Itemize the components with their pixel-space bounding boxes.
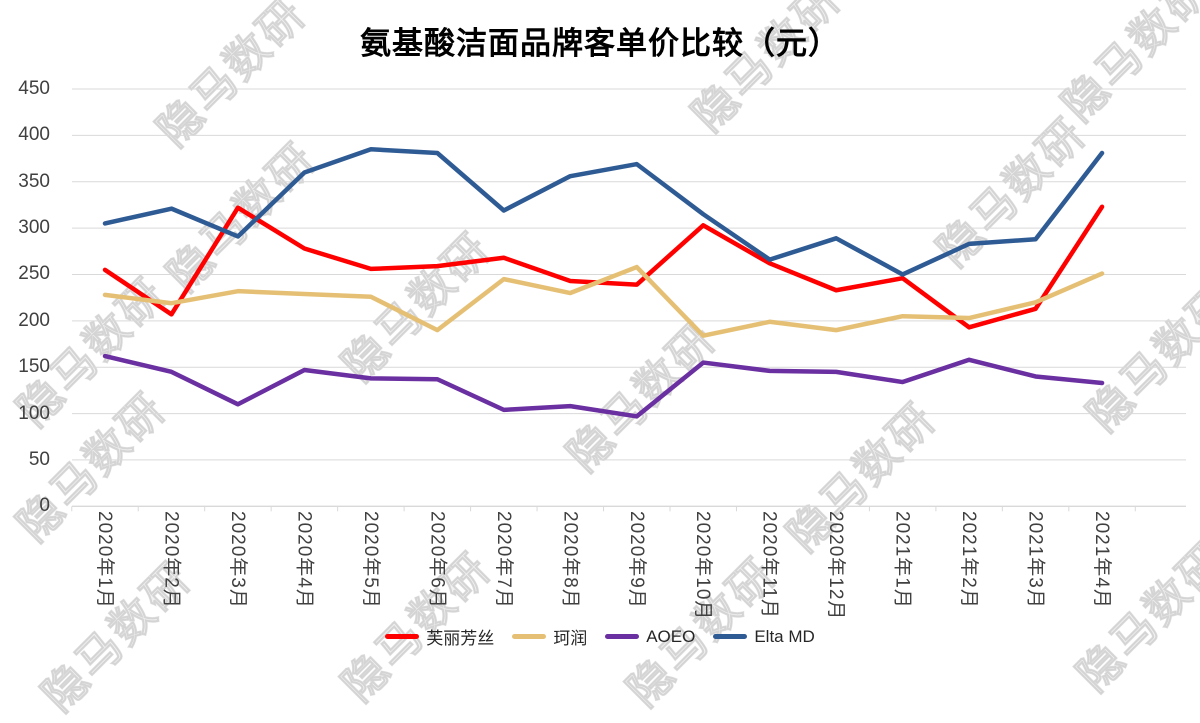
x-tick-label-5: 2020年6月	[426, 511, 448, 609]
y-tick-label-250: 250	[18, 263, 50, 285]
legend-label: Elta MD	[754, 626, 815, 646]
y-tick-label-200: 200	[18, 309, 50, 331]
y-tick-label-100: 100	[18, 402, 50, 424]
legend-swatch-icon	[605, 634, 640, 639]
y-tick-label-450: 450	[18, 78, 50, 99]
series-line-Elta MD	[102, 147, 1105, 277]
x-tick-label-0: 2020年1月	[94, 511, 115, 609]
y-tick-label-150: 150	[18, 356, 50, 378]
y-tick-label-0: 0	[39, 495, 50, 517]
x-tick-label-15: 2021年4月	[1091, 511, 1113, 609]
chart-title: 氨基酸洁面品牌客单价比较（元）	[360, 26, 840, 61]
y-tick-label-400: 400	[18, 124, 50, 146]
series-line-AOEO	[102, 353, 1105, 419]
legend-label: AOEO	[646, 626, 696, 646]
legend-item-珂润: 珂润	[512, 624, 587, 649]
legend-item-AOEO: AOEO	[605, 627, 695, 647]
series-line-芙丽芳丝	[102, 204, 1105, 330]
x-tick-label-10: 2020年11月	[758, 511, 780, 619]
x-tick-label-2: 2020年3月	[226, 511, 248, 609]
x-tick-label-9: 2020年10月	[692, 511, 714, 621]
series-line-珂润	[102, 264, 1105, 338]
legend-item-芙丽芳丝: 芙丽芳丝	[385, 624, 494, 649]
legend-swatch-icon	[512, 634, 547, 639]
x-tick-label-7: 2020年8月	[559, 511, 581, 609]
x-tick-label-11: 2020年12月	[825, 511, 847, 621]
y-tick-label-350: 350	[18, 170, 50, 192]
y-tick-label-50: 50	[28, 448, 50, 470]
legend-swatch-icon	[385, 634, 420, 639]
x-tick-label-1: 2020年2月	[160, 511, 182, 609]
x-tick-label-14: 2021年3月	[1024, 511, 1046, 609]
x-tick-label-8: 2020年9月	[625, 511, 647, 609]
legend-label: 珂润	[553, 629, 588, 648]
legend-swatch-icon	[713, 634, 748, 639]
x-tick-label-3: 2020年4月	[293, 511, 315, 609]
x-tick-label-12: 2021年1月	[891, 511, 913, 609]
y-tick-label-300: 300	[18, 217, 50, 239]
line-chart-plot	[71, 88, 1186, 512]
x-tick-label-6: 2020年7月	[492, 511, 514, 609]
x-tick-label-4: 2020年5月	[359, 511, 381, 609]
legend-label: 芙丽芳丝	[426, 629, 495, 648]
chart-legend: 芙丽芳丝 珂润 AOEO Elta MD	[0, 624, 1200, 649]
legend-item-Elta MD: Elta MD	[713, 626, 815, 647]
x-tick-label-13: 2021年2月	[958, 511, 980, 609]
